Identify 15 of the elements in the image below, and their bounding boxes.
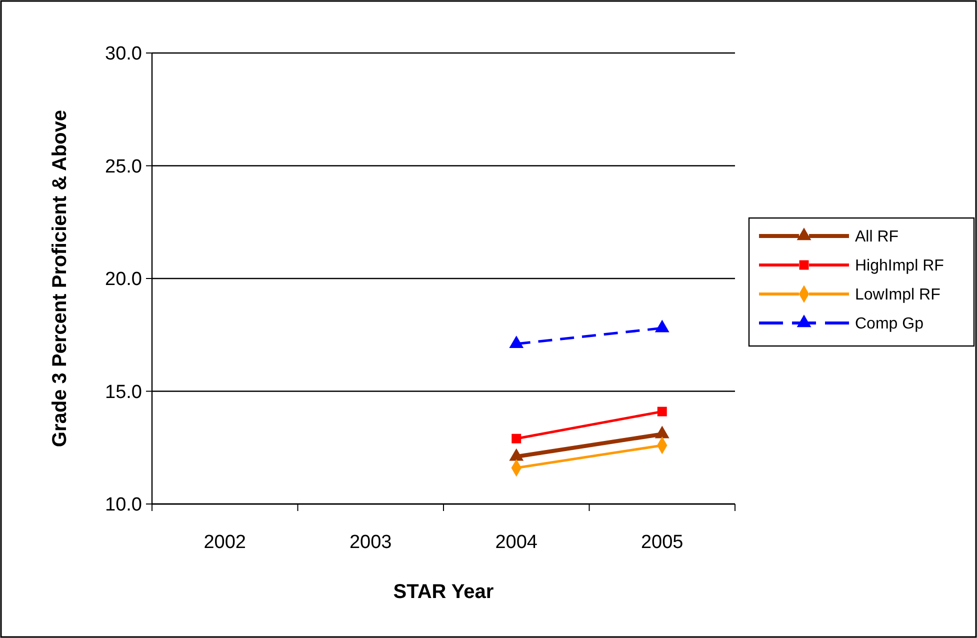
x-tick-label: 2005 bbox=[640, 532, 684, 553]
y-tick-label: 25.0 bbox=[105, 156, 142, 178]
legend-label: Comp Gp bbox=[855, 316, 924, 333]
y-tick-label: 20.0 bbox=[105, 269, 142, 290]
y-tick-label: 15.0 bbox=[105, 382, 142, 403]
y-tick-label: 30.0 bbox=[105, 44, 142, 65]
legend-label: All RF bbox=[855, 228, 899, 246]
legend-label: LowImpl RF bbox=[855, 286, 941, 304]
legend-label: HighImpl RF bbox=[855, 258, 944, 275]
x-tick-label: 2003 bbox=[349, 532, 392, 553]
y-axis-title: Grade 3 Percent Proficient & Above bbox=[49, 110, 71, 448]
x-tick-label: 2002 bbox=[204, 532, 246, 553]
x-axis-title: STAR Year bbox=[393, 581, 494, 603]
x-tick-label: 2004 bbox=[495, 532, 538, 553]
y-tick-label: 10.0 bbox=[105, 494, 142, 516]
